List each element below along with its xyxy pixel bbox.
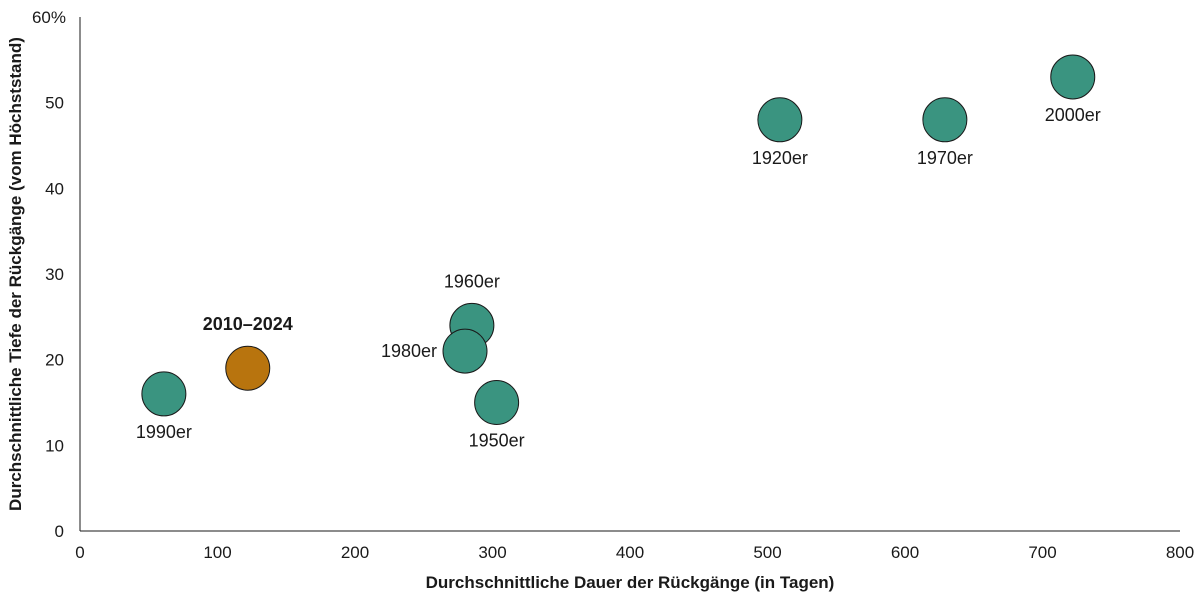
data-point-label: 2010–2024 (203, 314, 293, 334)
y-tick-label: 10 (45, 436, 64, 455)
data-point (922, 97, 968, 143)
x-tick-label: 400 (616, 543, 644, 562)
y-tick-label: 50 (45, 94, 64, 113)
y-tick-label: 30 (45, 265, 64, 284)
x-tick-label: 100 (203, 543, 231, 562)
x-tick-label: 800 (1166, 543, 1194, 562)
x-tick-label: 500 (753, 543, 781, 562)
data-point-label: 1970er (917, 148, 973, 168)
x-tick-label: 600 (891, 543, 919, 562)
x-tick-label: 200 (341, 543, 369, 562)
data-point-label: 2000er (1045, 105, 1101, 125)
x-tick-label: 300 (478, 543, 506, 562)
y-tick-label: 20 (45, 351, 64, 370)
data-point (1050, 54, 1096, 100)
y-tick-label: 60% (32, 8, 66, 27)
data-point-label: 1920er (752, 148, 808, 168)
data-point-labels: 1990er 2010–2024 1960er 1980er 1950er 1920er 1… (136, 105, 1101, 451)
y-tick-labels: 0 10 20 30 40 50 60% (32, 8, 66, 541)
x-tick-label: 700 (1028, 543, 1056, 562)
data-point-label: 1980er (381, 341, 437, 361)
data-point-label: 1960er (444, 271, 500, 291)
axes (79, 17, 1180, 532)
x-axis-title: Durchschnittliche Dauer der Rückgänge (i… (426, 573, 835, 592)
data-point (225, 345, 271, 391)
y-tick-label: 40 (45, 179, 64, 198)
y-axis-title: Durchschnittliche Tiefe der Rückgänge (v… (6, 37, 25, 511)
data-point (474, 380, 520, 425)
x-tick-label: 0 (75, 543, 84, 562)
data-point (442, 328, 488, 374)
data-point (757, 97, 803, 143)
data-points (141, 54, 1096, 425)
data-point-label: 1990er (136, 422, 192, 442)
x-tick-labels: 0 100 200 300 400 500 600 700 800 (75, 543, 1194, 562)
y-tick-label: 0 (55, 522, 64, 541)
data-point-label: 1950er (469, 431, 525, 451)
data-point (141, 371, 187, 417)
